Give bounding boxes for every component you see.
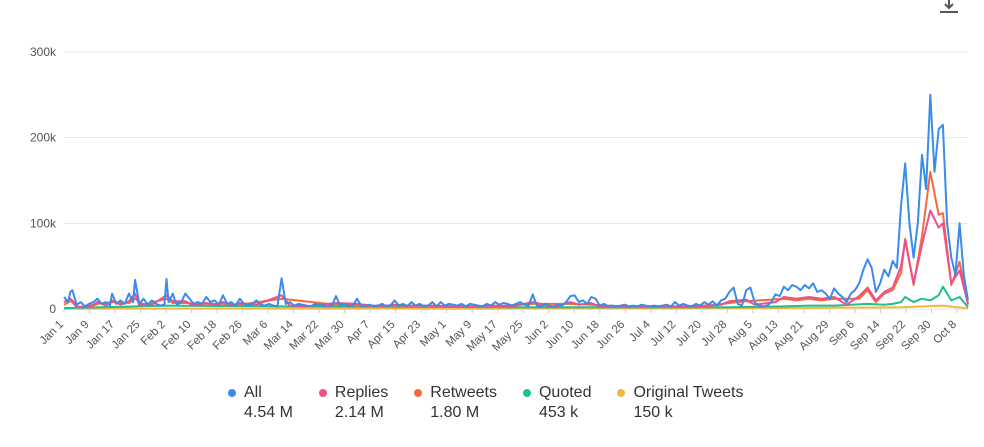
- gridlines: [64, 51, 968, 310]
- x-tick-label: Jun 26: [595, 319, 628, 352]
- legend-item-replies[interactable]: Replies 2.14 M: [318, 383, 389, 423]
- legend-dot-all: [228, 389, 236, 397]
- legend-label: All: [244, 384, 262, 401]
- y-tick-label: 300k: [30, 45, 57, 59]
- legend-dot-replies: [318, 389, 327, 397]
- x-tick-label: Jul 12: [648, 319, 678, 349]
- legend-value: 453 k: [538, 404, 579, 421]
- x-tick-label: Jan 1: [38, 319, 66, 347]
- legend-label: Original Tweets: [633, 384, 744, 401]
- legend-value: 4.54 M: [244, 404, 293, 421]
- legend-item-retweets[interactable]: Retweets 1.80 M: [414, 383, 497, 423]
- legend-item-all[interactable]: All 4.54 M: [228, 383, 293, 423]
- series-lines: [63, 93, 969, 310]
- download-icon[interactable]: [936, 0, 962, 16]
- x-tick-label: Jan 25: [110, 319, 143, 352]
- x-tick-label: Mar 30: [313, 319, 347, 353]
- y-tick-label: 0: [49, 302, 56, 316]
- chart-legend: All 4.54 M Replies 2.14 M Retweets 1.80 …: [228, 383, 769, 423]
- x-tick-label: May 1: [418, 319, 449, 350]
- legend-value: 2.14 M: [334, 404, 384, 421]
- legend-value: 1.80 M: [430, 404, 480, 421]
- legend-item-quoted[interactable]: Quoted 453 k: [522, 383, 592, 423]
- legend-dot-retweets: [414, 389, 423, 397]
- y-axis: 0 100k 200k 300k: [30, 45, 57, 316]
- legend-label: Quoted: [538, 384, 592, 401]
- x-tick-label: Apr 23: [391, 319, 423, 351]
- series-line-retweets: [63, 170, 969, 309]
- x-tick-label: Feb 26: [211, 319, 245, 353]
- y-tick-label: 200k: [30, 131, 57, 145]
- series-line-all: [63, 93, 969, 308]
- legend-label: Replies: [334, 384, 389, 401]
- legend-value: 150 k: [633, 404, 673, 421]
- legend-dot-quoted: [522, 389, 531, 397]
- x-tick-label: Oct 8: [931, 319, 959, 347]
- legend-label: Retweets: [430, 384, 497, 401]
- legend-item-original-tweets[interactable]: Original Tweets 150 k: [617, 383, 743, 423]
- x-tick-label: Jul 20: [674, 319, 704, 349]
- series-line-original-tweets: [63, 304, 969, 310]
- x-tick-label: Apr 15: [365, 319, 397, 351]
- x-tick-label: Jul 28: [699, 319, 729, 349]
- y-tick-label: 100k: [30, 216, 57, 230]
- legend-dot-original-tweets: [617, 389, 626, 397]
